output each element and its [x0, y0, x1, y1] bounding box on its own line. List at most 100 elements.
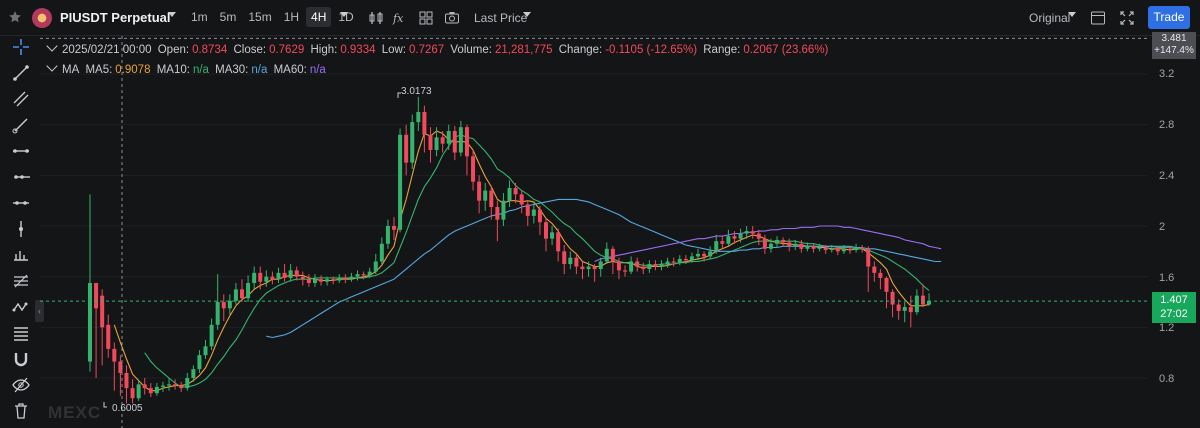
candle-down [823, 247, 828, 251]
ma-collapse-chevron-icon[interactable] [46, 60, 58, 72]
symbol-dropdown-chevron-icon[interactable] [168, 12, 176, 17]
candle-down [574, 257, 579, 267]
candle-down [920, 295, 925, 305]
position-lines-icon[interactable] [12, 324, 30, 342]
candle-up [167, 384, 172, 386]
candle-up [586, 266, 591, 270]
ma-title[interactable]: MA [62, 64, 80, 76]
price-axis[interactable] [1148, 36, 1200, 428]
candle-up [367, 271, 372, 276]
last-price-tag: 1.407 27:02 [1152, 292, 1196, 323]
candle-down [258, 272, 263, 282]
candle-down [94, 283, 99, 309]
camera-icon[interactable] [444, 10, 460, 26]
ma60-value: n/a [309, 64, 326, 76]
fullscreen-icon[interactable] [1119, 10, 1135, 26]
interval-1m[interactable]: 1m [191, 10, 208, 24]
candle-up [817, 247, 822, 249]
candle-up [689, 256, 694, 261]
parallel-channel-icon[interactable] [12, 90, 30, 108]
candle-up [185, 378, 190, 389]
axis-tick-label: 1.2 [1159, 322, 1175, 334]
candle-down [525, 204, 530, 216]
close-value: 0.7629 [269, 44, 305, 56]
candle-up [726, 236, 731, 244]
chart-overlays [40, 36, 1148, 428]
candle-down [452, 131, 457, 153]
candle-down [671, 261, 676, 263]
candle-down [221, 302, 226, 309]
candle-up [793, 243, 798, 247]
moving-averages [113, 130, 942, 392]
fibonacci-icon[interactable] [12, 272, 30, 290]
trade-button[interactable]: Trade [1148, 6, 1190, 29]
candle-up [385, 226, 390, 244]
candle-down [683, 258, 688, 261]
candle-up [276, 272, 281, 280]
candlestick-icon[interactable] [368, 10, 384, 26]
collapse-chevron-icon[interactable] [46, 40, 58, 52]
window-layout-icon[interactable] [1090, 10, 1106, 26]
pattern-icon[interactable] [12, 298, 30, 316]
candle-down [130, 388, 135, 399]
horizontal-line-icon[interactable] [12, 142, 30, 160]
candle-down [300, 276, 305, 280]
vertical-line-icon[interactable] [12, 220, 30, 238]
candle-up [246, 283, 251, 299]
toolbar-collapse-tab[interactable]: ‹ [35, 300, 44, 322]
star-icon[interactable] [8, 10, 22, 24]
interval-5m[interactable]: 5m [219, 10, 237, 24]
interval-15m[interactable]: 15m [248, 10, 272, 24]
price-type-chevron-icon[interactable] [523, 12, 531, 17]
high-label: High: [310, 44, 338, 56]
scale-mode-chevron-icon[interactable] [1068, 12, 1076, 17]
candle-down [641, 266, 646, 270]
change-value: -0.1105 (-12.65%) [605, 44, 698, 56]
trash-icon[interactable] [12, 402, 30, 420]
candle-down [440, 137, 445, 144]
candle-down [702, 253, 707, 257]
candle-down [537, 209, 542, 223]
scale-mode-select[interactable]: Original [1029, 11, 1071, 25]
candle-down [319, 279, 324, 282]
candle-up [768, 243, 773, 249]
candle-down [331, 279, 336, 281]
more-intervals-chevron-icon[interactable] [340, 12, 348, 17]
candle-up [264, 276, 269, 282]
ray-icon[interactable] [12, 116, 30, 134]
candle-up [854, 247, 859, 251]
candle-down [361, 274, 366, 276]
grid-layout-icon[interactable] [418, 10, 434, 26]
candle-down [464, 127, 469, 157]
candle-down [270, 276, 275, 280]
candle-up [434, 137, 439, 151]
magnet-icon[interactable] [12, 350, 30, 368]
interval-4h[interactable]: 4H [306, 7, 332, 27]
candle-down [428, 134, 433, 151]
candle-up [373, 261, 378, 272]
price-type-select[interactable]: Last Price [474, 11, 528, 25]
hide-drawings-icon[interactable] [12, 376, 30, 394]
axis-tick-label: 2.8 [1159, 119, 1175, 131]
price-range-icon[interactable] [12, 246, 30, 264]
chart-header: PIUSDT Perpetual 1m 5m 15m 1H 4H 1D fx L… [0, 0, 1200, 36]
candle-up [531, 209, 536, 216]
extended-line-icon[interactable] [12, 194, 30, 212]
candle-down [513, 188, 518, 195]
candle-up [665, 261, 670, 265]
candle-up [191, 369, 196, 379]
horizontal-ray-icon[interactable] [12, 168, 30, 186]
symbol-title[interactable]: PIUSDT Perpetual [60, 10, 171, 25]
crosshair-icon[interactable] [12, 38, 30, 56]
candle-up [416, 112, 421, 123]
candle-down [343, 277, 348, 280]
interval-1h[interactable]: 1H [283, 10, 300, 24]
ma30-value: n/a [251, 64, 268, 76]
candle-up [209, 324, 214, 347]
trend-line-icon[interactable] [12, 64, 30, 82]
close-label: Close: [233, 44, 267, 56]
fx-icon[interactable]: fx [392, 10, 408, 26]
last-price: 1.407 [1160, 294, 1188, 306]
ma-legend: MA MA5: 0.9078 MA10: n/a MA30: n/a MA60: n/a [46, 60, 329, 78]
